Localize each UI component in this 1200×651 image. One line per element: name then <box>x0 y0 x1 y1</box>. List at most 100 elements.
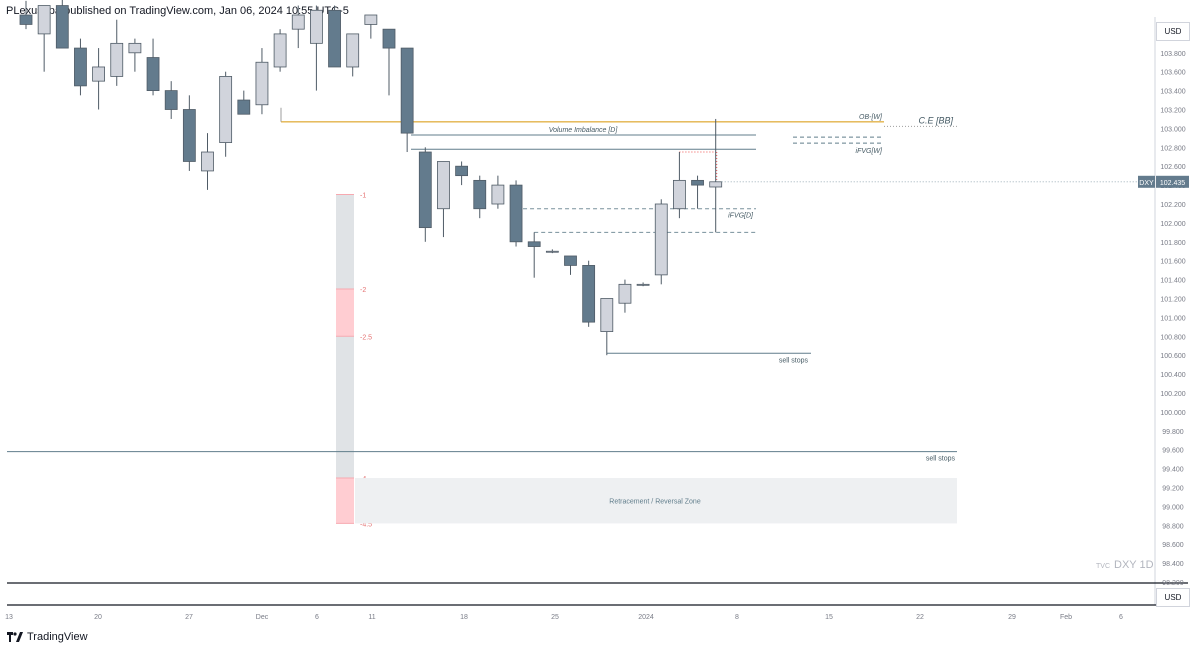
price-tick-label: 101.400 <box>1160 278 1185 285</box>
time-tick-label: 18 <box>460 614 468 621</box>
candle-body <box>437 161 450 210</box>
candle[interactable] <box>654 199 668 285</box>
volume-imbalance-label: Volume Imbalance [D] <box>549 127 619 134</box>
candle[interactable] <box>382 28 396 96</box>
candle-body <box>273 33 287 68</box>
candle[interactable] <box>564 255 577 275</box>
candle[interactable] <box>709 118 723 233</box>
retracement-zone-label: Retracement / Reversal Zone <box>609 499 701 506</box>
price-tick-label: 100.800 <box>1160 334 1185 341</box>
tradingview-footer[interactable]: TradingView <box>7 631 88 643</box>
candle[interactable] <box>92 48 105 110</box>
candle[interactable] <box>110 19 124 86</box>
time-tick-label: Feb <box>1060 614 1072 621</box>
price-tick-label: 100.000 <box>1160 410 1185 417</box>
candle[interactable] <box>237 90 251 115</box>
candle-body <box>473 179 487 210</box>
candle[interactable] <box>437 161 450 238</box>
candle[interactable] <box>55 0 69 49</box>
candle[interactable] <box>491 175 505 209</box>
candle-body <box>509 184 523 243</box>
price-tick-label: 100.600 <box>1160 353 1185 360</box>
candle-body <box>455 165 469 177</box>
price-tick-label: 98.400 <box>1162 561 1184 568</box>
candle[interactable] <box>636 282 650 287</box>
candle-body <box>346 33 360 68</box>
candle[interactable] <box>600 298 614 356</box>
candle[interactable] <box>691 175 704 209</box>
candle-body <box>92 66 105 82</box>
price-tick-label: 103.600 <box>1160 70 1185 77</box>
candle[interactable] <box>364 14 378 39</box>
candle[interactable] <box>545 249 559 254</box>
candle[interactable] <box>309 5 323 91</box>
price-tick-label: 98.600 <box>1162 542 1184 549</box>
candle-body <box>182 109 196 162</box>
ob-weekly-label: OB-[W] <box>859 114 883 121</box>
candle[interactable] <box>37 5 51 72</box>
candle[interactable] <box>146 38 160 96</box>
candle-body <box>255 61 269 106</box>
price-tick-label: 99.000 <box>1162 504 1184 511</box>
watermark-prefix: TVC <box>1096 563 1110 570</box>
currency-selector-bottom[interactable]: USD <box>1156 588 1190 607</box>
candle[interactable] <box>74 38 87 96</box>
fib-zone-lower <box>336 478 354 524</box>
sell-stops-far-label: sell stops <box>926 456 956 463</box>
candle-body <box>491 184 505 205</box>
last-price-label: 102.435 <box>1160 180 1185 187</box>
candle-body <box>400 47 414 134</box>
candle[interactable] <box>182 95 196 171</box>
candle-body <box>654 203 668 276</box>
candle[interactable] <box>328 5 341 68</box>
price-tick-label: 99.400 <box>1162 467 1184 474</box>
candle[interactable] <box>255 48 269 115</box>
watermark-symbol: DXY 1D <box>1114 559 1154 571</box>
candle[interactable] <box>400 47 414 153</box>
candle-body <box>309 9 323 44</box>
price-tick-label: 101.600 <box>1160 259 1185 266</box>
candle[interactable] <box>291 5 305 49</box>
currency-selector-top[interactable]: USD <box>1156 22 1190 41</box>
price-tick-label: 101.000 <box>1160 315 1185 322</box>
time-tick-label: 6 <box>315 614 319 621</box>
candle[interactable] <box>673 152 686 219</box>
candle[interactable] <box>473 175 487 219</box>
candle[interactable] <box>164 81 178 119</box>
fib-level-label: -4.5 <box>360 521 372 528</box>
candle[interactable] <box>128 38 142 72</box>
candle[interactable] <box>219 71 233 157</box>
candle[interactable] <box>527 232 541 278</box>
last-price-tag <box>1156 175 1189 188</box>
fib-level-label: -2 <box>360 287 366 294</box>
candle-body <box>600 298 614 332</box>
price-tick-label: 99.800 <box>1162 429 1184 436</box>
candle[interactable] <box>201 133 214 190</box>
candle-body <box>201 151 214 172</box>
time-tick-label: 25 <box>551 614 559 621</box>
candle[interactable] <box>455 161 469 186</box>
candle[interactable] <box>418 147 432 242</box>
candle-body <box>364 14 378 25</box>
candle-body <box>37 5 51 35</box>
price-tick-label: 100.200 <box>1160 391 1185 398</box>
candle[interactable] <box>273 29 287 72</box>
candle-body <box>691 179 704 186</box>
price-tick-label: 103.000 <box>1160 126 1185 133</box>
time-tick-label: 20 <box>94 614 102 621</box>
candle[interactable] <box>19 0 33 30</box>
time-tick-label: 22 <box>916 614 924 621</box>
price-tick-label: 102.800 <box>1160 145 1185 152</box>
price-tick-label: 101.800 <box>1160 240 1185 247</box>
candle-body <box>382 28 396 49</box>
candle-body <box>19 14 33 25</box>
candle-body <box>164 90 178 110</box>
ifvg-daily-label: iFVG[D] <box>728 213 754 220</box>
candle-body <box>673 179 686 210</box>
candle[interactable] <box>618 279 632 313</box>
price-tick-label: 101.200 <box>1160 297 1185 304</box>
candle[interactable] <box>582 260 596 327</box>
candle[interactable] <box>346 33 360 77</box>
candle[interactable] <box>509 180 523 247</box>
